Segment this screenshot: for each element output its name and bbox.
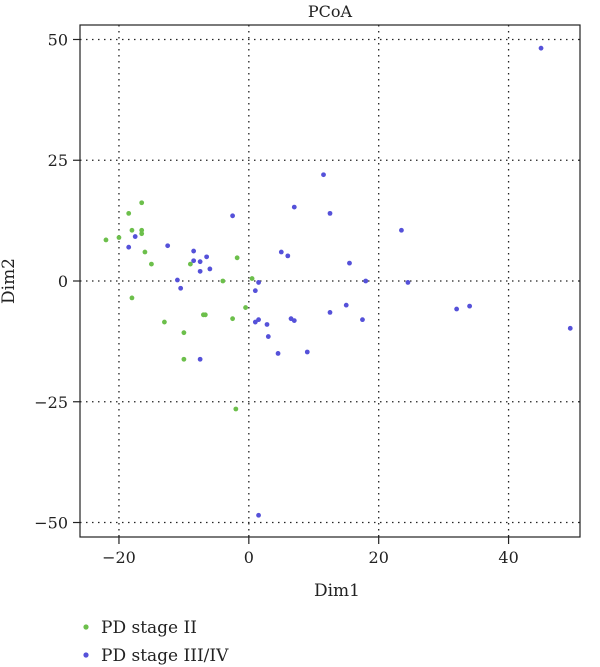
- y-tick-label: 0: [58, 272, 68, 291]
- series-2: [126, 45, 573, 518]
- y-tick-label: −25: [34, 393, 68, 412]
- data-point: [347, 260, 352, 266]
- data-point: [304, 349, 310, 355]
- data-point: [467, 303, 473, 309]
- data-point: [175, 277, 180, 283]
- legend-marker: [83, 624, 89, 630]
- data-point: [360, 317, 365, 323]
- y-tick-label: 25: [48, 151, 68, 170]
- data-point: [567, 325, 573, 331]
- x-tick-label: 0: [244, 548, 254, 567]
- data-point: [129, 227, 135, 233]
- data-point: [103, 237, 109, 243]
- data-point: [230, 316, 235, 322]
- data-point: [204, 254, 210, 260]
- data-point: [234, 255, 240, 261]
- series-1: [103, 200, 255, 412]
- data-point: [265, 334, 271, 339]
- data-point: [285, 253, 291, 259]
- data-point: [132, 234, 138, 239]
- data-point: [405, 280, 411, 285]
- data-point: [197, 268, 203, 274]
- x-tick-label: 40: [498, 548, 518, 567]
- y-tick-label: −50: [34, 514, 68, 533]
- data-point: [126, 244, 132, 250]
- data-point: [207, 266, 213, 272]
- y-tick-label: 50: [48, 30, 68, 49]
- data-point: [363, 278, 369, 284]
- data-point: [139, 231, 145, 237]
- data-point: [220, 278, 226, 284]
- data-point: [149, 261, 154, 267]
- data-point: [197, 259, 203, 265]
- data-point: [243, 305, 248, 310]
- data-point: [399, 227, 404, 233]
- legend-label: PD stage III/IV: [101, 646, 229, 666]
- data-point: [343, 302, 349, 308]
- data-point: [197, 356, 203, 362]
- data-point: [139, 200, 145, 206]
- data-point: [202, 312, 208, 318]
- data-point: [291, 204, 297, 210]
- data-point: [275, 351, 281, 356]
- x-axis-title: Dim1: [314, 581, 360, 601]
- axis-ticks: −20 0 20 40 −50 −25 0 25 50: [34, 30, 519, 567]
- data-points: [103, 45, 573, 518]
- data-point: [116, 235, 122, 240]
- data-point: [129, 295, 135, 301]
- data-point: [191, 258, 197, 264]
- y-axis-title: Dim2: [0, 258, 19, 304]
- data-point: [278, 249, 284, 255]
- data-point: [256, 512, 261, 518]
- data-point: [327, 210, 333, 216]
- data-point: [181, 356, 187, 362]
- data-point: [538, 45, 544, 51]
- data-point: [165, 243, 171, 249]
- data-point: [321, 172, 326, 178]
- chart-title: PCoA: [308, 2, 353, 21]
- data-point: [327, 309, 333, 315]
- data-point: [178, 285, 184, 291]
- data-point: [233, 406, 239, 412]
- data-point: [142, 249, 148, 255]
- legend: PD stage II PD stage III/IV: [83, 618, 229, 666]
- data-point: [252, 319, 258, 325]
- x-tick-label: −20: [102, 548, 136, 567]
- x-tick-label: 20: [369, 548, 389, 567]
- data-point: [256, 280, 261, 285]
- data-point: [191, 248, 197, 254]
- data-point: [162, 319, 167, 325]
- data-point: [252, 288, 258, 294]
- legend-label: PD stage II: [101, 618, 197, 638]
- data-point: [264, 322, 270, 327]
- data-point: [181, 330, 187, 336]
- data-point: [454, 306, 460, 312]
- legend-marker: [83, 652, 89, 658]
- data-point: [291, 318, 297, 324]
- grid-lines: [80, 25, 580, 537]
- data-point: [126, 210, 132, 216]
- data-point: [230, 213, 235, 219]
- data-point: [187, 261, 193, 267]
- data-point: [249, 276, 255, 281]
- plot-frame: [79, 24, 581, 538]
- data-point: [139, 227, 145, 233]
